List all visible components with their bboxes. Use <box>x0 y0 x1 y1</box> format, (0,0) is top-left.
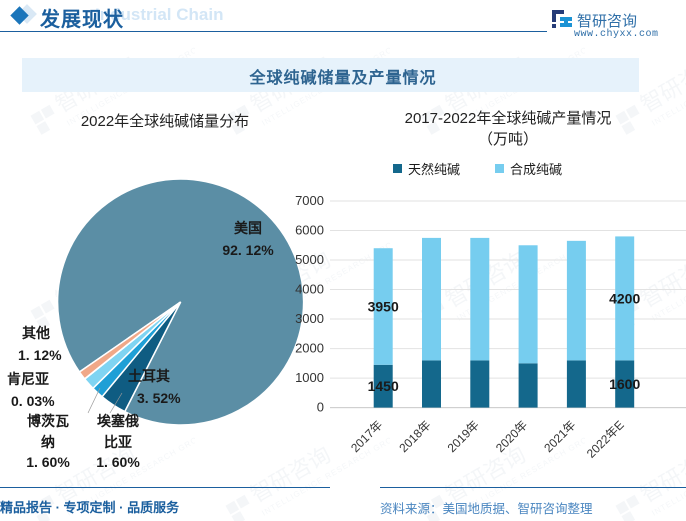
svg-text:3950: 3950 <box>368 299 399 315</box>
svg-text:2020年: 2020年 <box>493 418 530 455</box>
svg-text:4200: 4200 <box>609 290 640 306</box>
svg-text:2000: 2000 <box>295 341 324 356</box>
svg-text:1600: 1600 <box>609 376 640 392</box>
svg-text:5000: 5000 <box>295 252 324 267</box>
svg-text:2022年E: 2022年E <box>584 418 627 461</box>
svg-text:2017年: 2017年 <box>348 418 385 455</box>
svg-text:2018年: 2018年 <box>396 418 433 455</box>
svg-text:0: 0 <box>317 400 324 415</box>
svg-text:2019年: 2019年 <box>445 418 482 455</box>
svg-text:4000: 4000 <box>295 282 324 297</box>
svg-text:2021年: 2021年 <box>541 418 578 455</box>
svg-text:3000: 3000 <box>295 311 324 326</box>
svg-text:1000: 1000 <box>295 370 324 385</box>
svg-text:7000: 7000 <box>295 193 324 208</box>
svg-text:1450: 1450 <box>368 378 399 394</box>
svg-text:6000: 6000 <box>295 223 324 238</box>
